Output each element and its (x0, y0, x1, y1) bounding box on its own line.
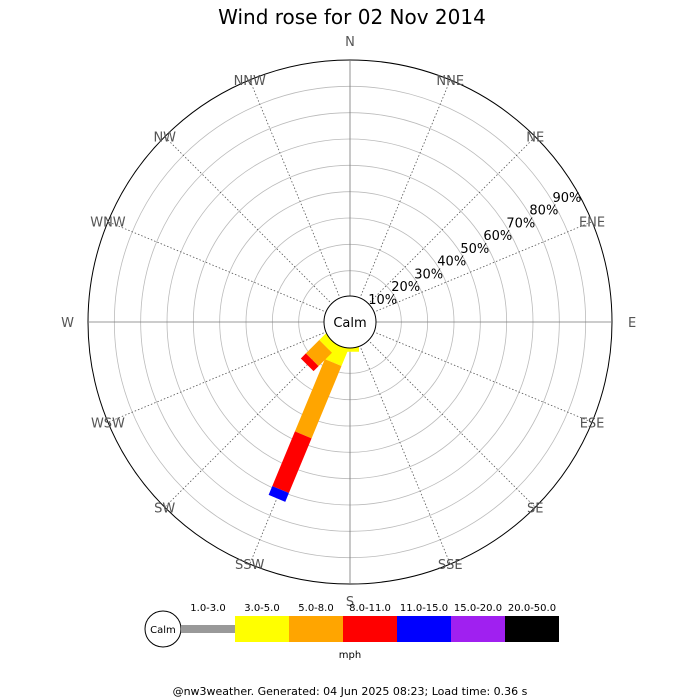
legend-unit: mph (339, 650, 361, 661)
direction-label-ENE: ENE (579, 216, 605, 231)
radial-tick-90%: 90% (552, 191, 581, 206)
direction-label-ESE: ESE (580, 416, 605, 431)
legend-swatch-3.0-5.0 (235, 616, 289, 642)
spoke-ESE (372, 331, 593, 423)
legend-label-15.0-20.0: 15.0-20.0 (454, 603, 502, 614)
spoke-NNE (359, 79, 451, 300)
bar-SSW-8.0-11.0 (272, 431, 312, 494)
calm-label: Calm (333, 316, 366, 331)
direction-label-NW: NW (153, 131, 176, 146)
radial-tick-50%: 50% (460, 242, 489, 257)
bars (268, 333, 359, 502)
direction-label-N: N (345, 35, 355, 50)
spoke-NNW (249, 79, 341, 300)
spoke-SSE (359, 344, 451, 565)
legend-label-20.0-50.0: 20.0-50.0 (508, 603, 556, 614)
spoke-ENE (372, 221, 593, 313)
bar-SSW-3.0-5.0 (324, 341, 349, 367)
legend-label-1.0-3.0: 1.0-3.0 (190, 603, 225, 614)
radial-tick-40%: 40% (437, 255, 466, 270)
legend-label-3.0-5.0: 3.0-5.0 (244, 603, 279, 614)
legend: Calm 1.0-3.0 3.0-5.0 5.0-8.0 8.0-11.0 11.0-15… (144, 603, 559, 661)
spoke-SE (367, 339, 536, 508)
bar-SW-3.0-5.0 (319, 333, 339, 353)
legend-calm-label: Calm (150, 625, 176, 636)
direction-label-SW: SW (154, 501, 175, 516)
radial-tick-80%: 80% (529, 204, 558, 219)
radial-tick-20%: 20% (391, 280, 420, 295)
bar-SW-8.0-11.0 (300, 353, 319, 372)
legend-swatch-11.0-15.0 (397, 616, 451, 642)
spoke-WSW (107, 331, 328, 423)
legend-label-5.0-8.0: 5.0-8.0 (298, 603, 333, 614)
radial-tick-10%: 10% (368, 293, 397, 308)
legend-swatch-20.0-50.0 (505, 616, 559, 642)
direction-label-S: S (346, 595, 354, 610)
bar-SW-5.0-8.0 (305, 340, 332, 367)
direction-label-SE: SE (527, 501, 543, 516)
legend-swatch-15.0-20.0 (451, 616, 505, 642)
radial-tick-30%: 30% (414, 267, 443, 282)
spoke-NW (164, 136, 333, 305)
spoke-WNW (107, 221, 328, 313)
direction-label-WSW: WSW (91, 416, 125, 431)
direction-label-SSW: SSW (235, 558, 265, 573)
direction-label-NNW: NNW (234, 74, 266, 89)
direction-label-SSE: SSE (438, 558, 463, 573)
spoke-NE (367, 136, 536, 305)
legend-swatch-8.0-11.0 (343, 616, 397, 642)
legend-label-8.0-11.0: 8.0-11.0 (349, 603, 391, 614)
footer-text: @nw3weather. Generated: 04 Jun 2025 08:2… (173, 685, 528, 698)
radial-tick-60%: 60% (483, 229, 512, 244)
direction-label-W: W (61, 316, 74, 331)
chart-title: Wind rose for 02 Nov 2014 (218, 5, 486, 29)
legend-swatch-1.0-3.0 (181, 625, 235, 633)
legend-swatch-5.0-8.0 (289, 616, 343, 642)
direction-label-NNE: NNE (436, 74, 464, 89)
bar-SSW-5.0-8.0 (294, 359, 342, 439)
legend-label-11.0-15.0: 11.0-15.0 (400, 603, 448, 614)
direction-label-NE: NE (526, 131, 544, 146)
direction-label-E: E (628, 316, 636, 331)
radial-tick-70%: 70% (506, 216, 535, 231)
direction-label-WNW: WNW (90, 216, 126, 231)
spoke-SW (164, 339, 333, 508)
bar-SSW-11.0-15.0 (268, 486, 289, 502)
calm-circle: Calm (323, 295, 377, 349)
